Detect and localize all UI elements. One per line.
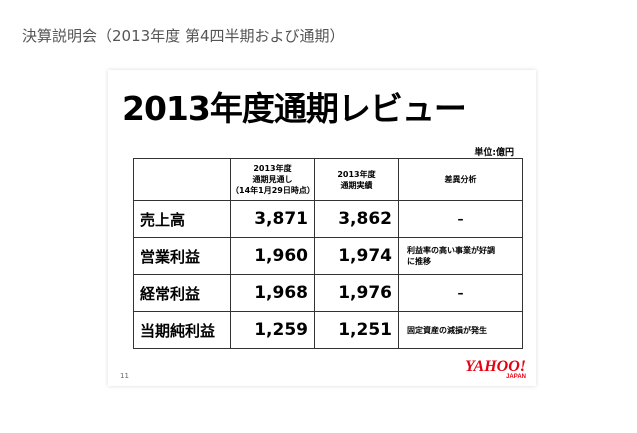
- table-row: 経常利益 1,968 1,976–: [133, 274, 523, 312]
- header-line: 2013年度: [337, 169, 376, 179]
- row-label: 経常利益: [133, 274, 231, 312]
- header-line: 通期見通し: [252, 175, 293, 184]
- table-row: 当期純利益 1,259 1,251 固定資産の減損が発生: [133, 311, 523, 349]
- header-line: 差異分析: [444, 175, 477, 184]
- logo-sub: JAPAN: [506, 374, 526, 380]
- row-label: 当期純利益: [133, 311, 231, 349]
- slide: 2013年度通期レビュー 単位:億円 2013年度 通期見通し （14年1月29日時…: [108, 70, 536, 386]
- logo-text: YAHOO!: [464, 358, 526, 375]
- note-cell: 利益率の高い事業が好調に推移: [398, 237, 523, 275]
- value-cell: 1,251: [314, 311, 399, 349]
- header-line: （14年1月29日時点）: [231, 186, 315, 195]
- note-cell: –: [398, 200, 523, 238]
- slide-title: 2013年度通期レビュー: [122, 89, 467, 128]
- value-cell: 1,974: [314, 237, 399, 275]
- value-cell: 3,871: [230, 200, 315, 238]
- column-header: 差異分析: [398, 158, 523, 201]
- header-line: 2013年度: [253, 164, 292, 173]
- value-cell: 1,960: [230, 237, 315, 275]
- corner-cell: [133, 158, 231, 201]
- table-row: 営業利益 1,960 1,974 利益率の高い事業が好調に推移: [133, 237, 523, 275]
- logo: YAHOO! JAPAN: [464, 358, 526, 381]
- note-cell: 固定資産の減損が発生: [398, 311, 523, 349]
- row-label: 営業利益: [133, 237, 231, 275]
- column-header: 2013年度 通期見通し （14年1月29日時点）: [230, 158, 315, 201]
- results-table: 2013年度 通期見通し （14年1月29日時点） 2013年度 通期実績 差異分析 売上高…: [133, 158, 523, 349]
- header-title: 決算説明会（2013年度 第4四半期および通期）: [22, 27, 345, 45]
- value-cell: 3,862: [314, 200, 399, 238]
- unit-label: 単位:億円: [474, 148, 514, 158]
- value-cell: 1,968: [230, 274, 315, 312]
- page-number: 11: [120, 372, 129, 380]
- value-cell: 1,976: [314, 274, 399, 312]
- value-cell: 1,259: [230, 311, 315, 349]
- header-line: 通期実績: [340, 180, 373, 190]
- note-cell: –: [398, 274, 523, 312]
- row-label: 売上高: [133, 200, 231, 238]
- table-row: 売上高 3,871 3,862–: [133, 200, 523, 238]
- column-header: 2013年度 通期実績: [314, 158, 399, 201]
- header-row: 2013年度 通期見通し （14年1月29日時点） 2013年度 通期実績 差異分析: [133, 158, 523, 201]
